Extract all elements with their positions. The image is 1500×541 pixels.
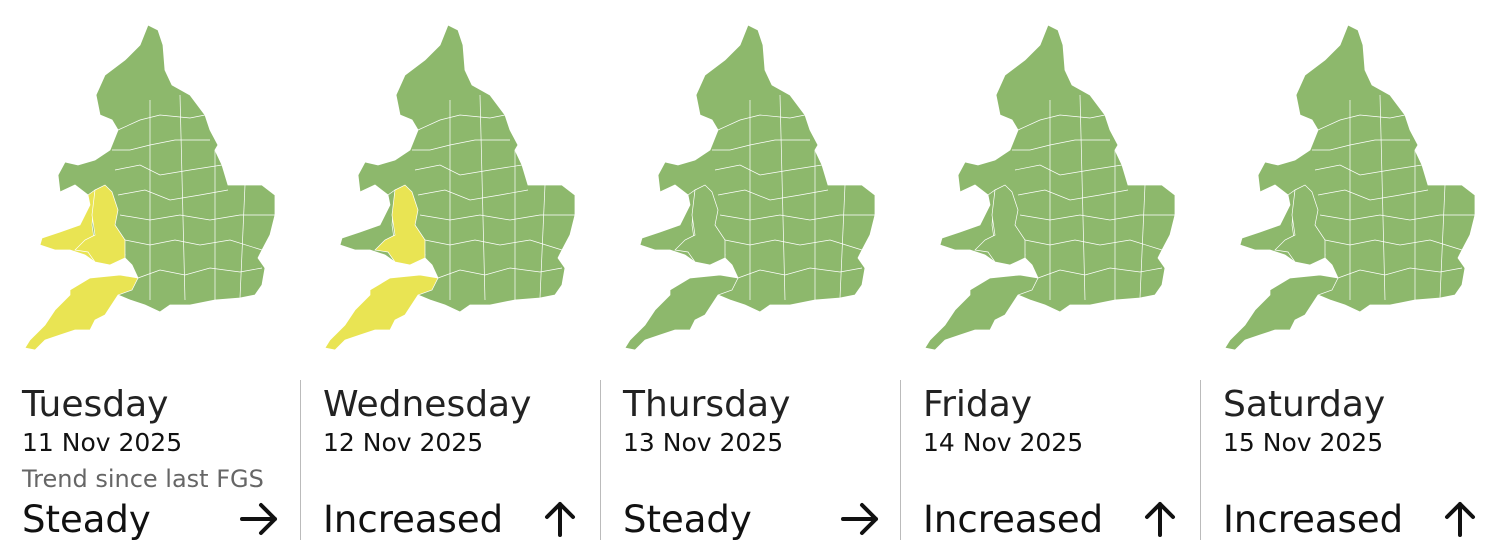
day-date: 13 Nov 2025 [623, 428, 784, 457]
england-wales-map [1224, 24, 1476, 351]
trend-value: Steady [623, 498, 752, 541]
england-wales-map [624, 24, 876, 351]
area-borders [389, 94, 575, 301]
england-wales-map [924, 24, 1176, 351]
trend-value: Increased [923, 498, 1104, 541]
map-area-south-west [1224, 274, 1339, 351]
day-name: Thursday [623, 384, 791, 425]
arrow-up-icon [1445, 502, 1475, 537]
england-wales-map [324, 24, 576, 351]
map-area-south-west [624, 274, 739, 351]
trend-value: Steady [22, 498, 151, 541]
day-date: 15 Nov 2025 [1223, 428, 1384, 457]
map-area-south-west [924, 274, 1039, 351]
map-area-south-west [324, 274, 439, 351]
england-wales-map [24, 24, 276, 351]
map-area-wales-mid-south [674, 184, 726, 266]
trend-label: Trend since last FGS [22, 465, 264, 493]
map-area-wales-mid-south [374, 184, 426, 266]
arrow-up-icon [1145, 502, 1175, 537]
arrow-right-icon [841, 503, 878, 535]
day-name: Wednesday [323, 384, 532, 425]
arrow-up-icon [545, 502, 575, 537]
map-area-wales-mid-south [1274, 184, 1326, 266]
day-date: 14 Nov 2025 [923, 428, 1084, 457]
day-panel-tuesday: Tuesday 11 Nov 2025 Trend since last FGS… [0, 0, 300, 541]
day-info: Friday 14 Nov 2025 Increased [900, 380, 1200, 541]
day-panel-friday: Friday 14 Nov 2025 Increased [900, 0, 1200, 541]
day-info: Tuesday 11 Nov 2025 Trend since last FGS… [0, 380, 299, 541]
day-name: Friday [923, 384, 1033, 425]
arrow-right-icon [240, 503, 277, 535]
map-area-wales-mid-south [74, 184, 126, 266]
day-name: Tuesday [22, 384, 169, 425]
day-date: 12 Nov 2025 [323, 428, 484, 457]
map-area-wales-mid-south [974, 184, 1026, 266]
day-panel-wednesday: Wednesday 12 Nov 2025 Increased [300, 0, 600, 541]
day-name: Saturday [1223, 384, 1386, 425]
day-panel-thursday: Thursday 13 Nov 2025 Steady [600, 0, 900, 541]
day-panel-saturday: Saturday 15 Nov 2025 Increased [1200, 0, 1500, 541]
day-date: 11 Nov 2025 [22, 428, 183, 457]
trend-value: Increased [1223, 498, 1404, 541]
day-info: Wednesday 12 Nov 2025 Increased [300, 380, 600, 541]
map-area-south-west [24, 274, 139, 351]
trend-value: Increased [323, 498, 504, 541]
day-info: Saturday 15 Nov 2025 Increased [1200, 380, 1500, 541]
day-info: Thursday 13 Nov 2025 Steady [600, 380, 900, 541]
